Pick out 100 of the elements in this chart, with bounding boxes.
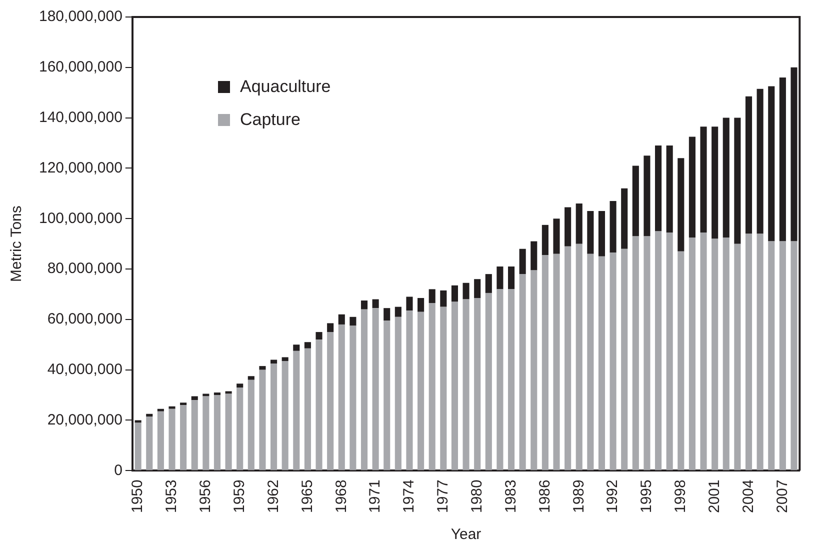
bar bbox=[214, 395, 221, 470]
bar bbox=[655, 231, 662, 470]
bar bbox=[259, 370, 266, 470]
bar bbox=[485, 292, 492, 470]
bar bbox=[519, 248, 526, 274]
bar bbox=[734, 244, 741, 470]
bar bbox=[180, 405, 187, 470]
bar bbox=[655, 146, 662, 232]
bar bbox=[282, 361, 288, 470]
bar bbox=[338, 324, 345, 470]
bar bbox=[632, 166, 639, 236]
y-tick-label: 20,000,000 bbox=[47, 411, 122, 428]
bar bbox=[451, 302, 458, 470]
bar bbox=[146, 414, 153, 416]
bar bbox=[428, 303, 436, 470]
bar bbox=[248, 376, 254, 380]
bar bbox=[644, 236, 650, 470]
bar bbox=[734, 118, 741, 244]
bar bbox=[632, 236, 639, 470]
bar bbox=[236, 387, 244, 470]
bar bbox=[712, 238, 718, 470]
bar bbox=[350, 326, 356, 470]
bar bbox=[722, 118, 730, 238]
bar bbox=[496, 289, 504, 470]
y-tick-label: 160,000,000 bbox=[38, 58, 122, 76]
x-tick-label: 1968 bbox=[332, 480, 350, 514]
bar bbox=[327, 332, 334, 470]
x-tick-label: 1953 bbox=[163, 480, 180, 514]
bar bbox=[418, 312, 424, 470]
bar bbox=[530, 241, 538, 270]
bar bbox=[519, 274, 526, 470]
bar bbox=[576, 244, 582, 470]
legend-label: Aquaculture bbox=[240, 76, 331, 96]
bar bbox=[553, 218, 560, 254]
bar bbox=[418, 298, 424, 312]
x-tick-label: 1965 bbox=[298, 480, 316, 514]
bar bbox=[722, 238, 730, 470]
bar bbox=[779, 241, 786, 470]
bar bbox=[350, 316, 356, 326]
bar bbox=[610, 200, 616, 253]
bar bbox=[157, 408, 164, 412]
bar bbox=[304, 348, 311, 470]
bar bbox=[508, 289, 515, 470]
bar bbox=[678, 251, 684, 470]
bar bbox=[248, 380, 254, 470]
y-tick-label: 180,000,000 bbox=[38, 8, 122, 26]
bar bbox=[542, 224, 548, 256]
bar bbox=[598, 256, 606, 470]
bar bbox=[316, 332, 322, 340]
bar bbox=[202, 394, 210, 396]
bar bbox=[451, 285, 458, 302]
bar bbox=[270, 360, 278, 364]
bar bbox=[462, 299, 470, 470]
x-tick-label: 1956 bbox=[197, 480, 214, 514]
bar bbox=[768, 241, 775, 470]
bar bbox=[688, 238, 696, 470]
bar bbox=[621, 248, 628, 470]
x-tick-label: 1959 bbox=[230, 480, 248, 514]
x-tick-label: 1989 bbox=[570, 480, 588, 514]
bar bbox=[360, 309, 368, 470]
y-tick-label: 0 bbox=[114, 462, 122, 479]
bar bbox=[327, 323, 334, 332]
bar bbox=[293, 350, 300, 470]
x-tick-label: 1983 bbox=[502, 480, 520, 514]
bar bbox=[790, 241, 798, 470]
x-tick-label: 1950 bbox=[129, 480, 146, 514]
x-tick-label: 1992 bbox=[604, 480, 622, 514]
bar bbox=[462, 282, 470, 300]
bar bbox=[394, 316, 402, 470]
bar bbox=[576, 203, 582, 244]
bar bbox=[621, 188, 628, 249]
bar bbox=[191, 396, 198, 400]
bar bbox=[394, 306, 402, 317]
x-tick-label: 1962 bbox=[264, 480, 282, 514]
bar bbox=[338, 314, 345, 324]
bar bbox=[474, 298, 481, 470]
bar bbox=[756, 88, 764, 234]
bar bbox=[440, 306, 447, 470]
bar bbox=[598, 211, 606, 256]
bar bbox=[496, 266, 504, 290]
x-tick-label: 2007 bbox=[774, 480, 791, 514]
bar bbox=[756, 234, 764, 470]
x-tick-label: 1995 bbox=[638, 480, 656, 514]
bar bbox=[440, 290, 447, 307]
y-tick-label: 100,000,000 bbox=[38, 210, 122, 227]
x-tick-label: 1971 bbox=[366, 480, 384, 514]
bar bbox=[779, 77, 786, 242]
bar bbox=[225, 391, 232, 394]
bar bbox=[610, 252, 616, 470]
x-axis-title: Year bbox=[450, 526, 482, 544]
bar bbox=[406, 296, 413, 311]
x-tick-label: 2004 bbox=[740, 480, 757, 514]
bar bbox=[270, 364, 278, 470]
y-tick-label: 80,000,000 bbox=[47, 260, 122, 278]
bar bbox=[225, 394, 232, 470]
bar bbox=[530, 270, 538, 470]
bar bbox=[485, 274, 492, 293]
bar bbox=[700, 126, 707, 232]
bar bbox=[282, 357, 288, 362]
bar bbox=[214, 392, 221, 396]
